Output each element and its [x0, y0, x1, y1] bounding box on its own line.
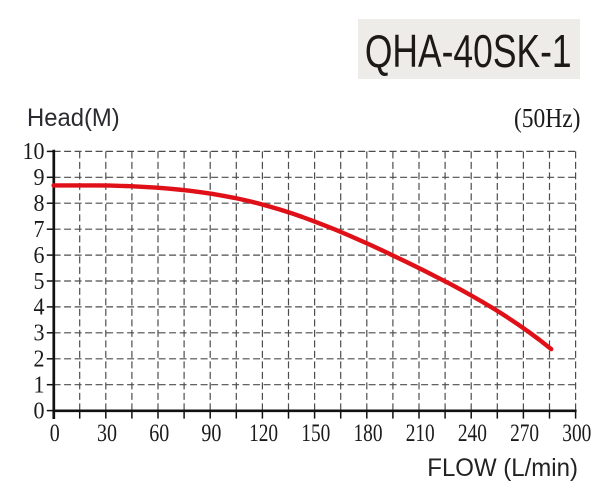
svg-text:7: 7	[34, 217, 45, 243]
svg-text:30: 30	[97, 420, 117, 447]
svg-text:6: 6	[34, 243, 45, 269]
svg-text:5: 5	[34, 269, 45, 295]
svg-text:3: 3	[34, 321, 45, 347]
svg-text:120: 120	[249, 420, 278, 447]
svg-text:4: 4	[34, 295, 45, 321]
svg-text:90: 90	[201, 420, 221, 447]
svg-text:270: 270	[510, 420, 539, 447]
svg-text:0: 0	[50, 420, 60, 447]
svg-text:60: 60	[149, 420, 169, 447]
svg-text:10: 10	[23, 139, 45, 165]
svg-text:210: 210	[406, 420, 435, 447]
svg-text:180: 180	[354, 420, 383, 447]
svg-text:240: 240	[458, 420, 487, 447]
svg-text:1: 1	[34, 373, 45, 399]
svg-text:150: 150	[301, 420, 330, 447]
svg-text:0: 0	[34, 398, 45, 424]
svg-text:8: 8	[34, 191, 45, 217]
svg-text:9: 9	[34, 165, 45, 191]
svg-text:300: 300	[562, 420, 591, 447]
svg-text:2: 2	[34, 347, 45, 373]
